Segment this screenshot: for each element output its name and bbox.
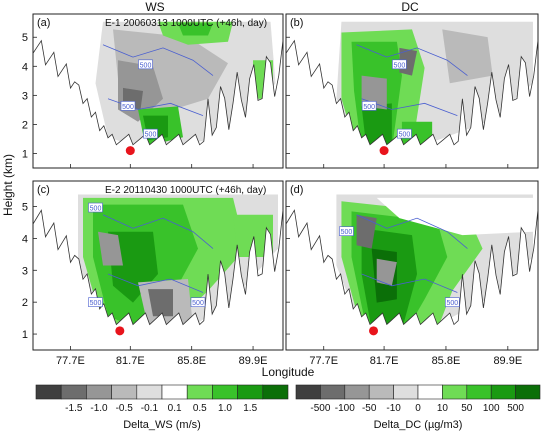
contour-label: 500 bbox=[446, 300, 458, 307]
colorbar-swatch bbox=[61, 385, 86, 399]
colorbar-swatch bbox=[162, 385, 187, 399]
colorbar-tick-label: -10 bbox=[386, 403, 401, 414]
colorbar-tick-label: -1.0 bbox=[90, 403, 108, 414]
source-marker bbox=[369, 326, 378, 335]
y-tick-label: 5 bbox=[22, 32, 28, 44]
panel-letter: (c) bbox=[37, 184, 50, 196]
colorbar-swatch bbox=[137, 385, 162, 399]
panel-letter: (d) bbox=[290, 184, 303, 196]
contour-label: 500 bbox=[394, 62, 406, 69]
y-tick-label: 5 bbox=[22, 202, 28, 214]
contour-label: 500 bbox=[90, 300, 102, 307]
colorbar-tick-label: -0.1 bbox=[141, 403, 159, 414]
colorbar-tick-label: 10 bbox=[437, 403, 449, 414]
x-axis-label: Longitude bbox=[262, 365, 315, 379]
source-marker bbox=[380, 146, 389, 155]
colorbar-swatch bbox=[86, 385, 111, 399]
y-tick-label: 1 bbox=[22, 148, 28, 160]
x-tick-label: 85.8E bbox=[177, 355, 206, 367]
colorbar-tick-label: -50 bbox=[362, 403, 377, 414]
panel-a-ws-e1: 500 500 500 (a) E-1 20060313 1000UTC (+46h, … bbox=[22, 14, 283, 168]
colorbar-swatch bbox=[112, 385, 137, 399]
y-tick-label: 4 bbox=[22, 61, 28, 73]
colorbar-tick-label: 1.0 bbox=[218, 403, 232, 414]
y-axis-label: Height (km) bbox=[1, 154, 15, 216]
colorbar-tick-label: 0.5 bbox=[193, 403, 207, 414]
colorbar-tick-label: 0 bbox=[415, 403, 421, 414]
x-tick-label: 85.8E bbox=[432, 355, 461, 367]
contour-label: 500 bbox=[122, 104, 134, 111]
colorbar-swatch bbox=[212, 385, 237, 399]
contour-label: 500 bbox=[140, 62, 152, 69]
colorbar-swatch bbox=[345, 385, 369, 399]
y-tick-label: 2 bbox=[22, 119, 28, 131]
y-tick-label: 3 bbox=[22, 265, 28, 277]
contour-label: 500 bbox=[399, 132, 411, 139]
colorbar-tick-label: -0.5 bbox=[116, 403, 134, 414]
colorbar-ws-label: Delta_WS (m/s) bbox=[123, 419, 201, 431]
colorbar-swatch bbox=[238, 385, 263, 399]
y-tick-label: 4 bbox=[22, 233, 28, 245]
colorbar-swatch bbox=[320, 385, 344, 399]
panel-d-dc-e2: 500 500 (d) 77.7E 81.7E 85.8E 89.9E bbox=[286, 181, 538, 367]
panel-annotation: E-1 20060313 1000UTC (+46h, day) bbox=[105, 18, 267, 29]
colorbar-ws: -1.5 -1.0 -0.5 -0.1 0.1 0.5 1.0 1.5 bbox=[36, 385, 288, 414]
y-tick-label: 2 bbox=[22, 297, 28, 309]
colorbar-swatch bbox=[36, 385, 61, 399]
colorbar-tick-label: 50 bbox=[461, 403, 473, 414]
contour-label: 500 bbox=[145, 132, 157, 139]
contour-label: 500 bbox=[192, 300, 204, 307]
panel-b-dc-e1: 500 500 500 (b) bbox=[286, 14, 538, 168]
contour-label: 500 bbox=[90, 206, 102, 213]
column-title-ws: WS bbox=[145, 0, 164, 14]
colorbar-swatch bbox=[467, 385, 491, 399]
colorbar-swatch bbox=[369, 385, 393, 399]
colorbar-tick-label: 0.1 bbox=[168, 403, 182, 414]
colorbar-tick-label: -100 bbox=[335, 403, 355, 414]
colorbar-swatch bbox=[296, 385, 320, 399]
colorbar-swatch bbox=[491, 385, 515, 399]
x-tick-label: 81.7E bbox=[116, 355, 145, 367]
colorbar-tick-label: 500 bbox=[507, 403, 524, 414]
colorbar-tick-label: 1.5 bbox=[243, 403, 257, 414]
colorbar-swatch bbox=[187, 385, 212, 399]
colorbar-dc-label: Delta_DC (µg/m3) bbox=[374, 419, 463, 431]
panel-field bbox=[286, 14, 538, 168]
colorbar-swatch bbox=[418, 385, 442, 399]
panel-c-ws-e2: 500 500 500 (c) E-2 20110430 1000UTC (+46h, … bbox=[22, 181, 283, 367]
colorbar-swatch bbox=[263, 385, 288, 399]
colorbar-tick-label: -1.5 bbox=[65, 403, 83, 414]
y-tick-label: 1 bbox=[22, 329, 28, 341]
x-tick-label: 77.7E bbox=[56, 355, 85, 367]
colorbar-swatch bbox=[394, 385, 418, 399]
panel-field bbox=[33, 181, 283, 350]
panel-letter: (b) bbox=[290, 17, 303, 29]
panel-field bbox=[286, 181, 538, 350]
contour-label: 500 bbox=[341, 229, 353, 236]
panel-letter: (a) bbox=[37, 17, 50, 29]
colorbar-tick-label: 100 bbox=[483, 403, 500, 414]
colorbar-swatch bbox=[516, 385, 540, 399]
x-tick-label: 89.9E bbox=[493, 355, 522, 367]
column-title-dc: DC bbox=[401, 0, 419, 14]
x-tick-label: 81.7E bbox=[370, 355, 399, 367]
y-tick-label: 3 bbox=[22, 90, 28, 102]
panel-field bbox=[33, 14, 283, 168]
source-marker bbox=[115, 326, 124, 335]
contour-label: 500 bbox=[363, 104, 375, 111]
panel-annotation: E-2 20110430 1000UTC (+46h, day) bbox=[105, 185, 266, 196]
source-marker bbox=[126, 146, 135, 155]
colorbar-swatch bbox=[442, 385, 466, 399]
colorbar-tick-label: -500 bbox=[310, 403, 330, 414]
colorbar-dc: -500 -100 -50 -10 0 10 50 100 500 bbox=[296, 385, 540, 414]
